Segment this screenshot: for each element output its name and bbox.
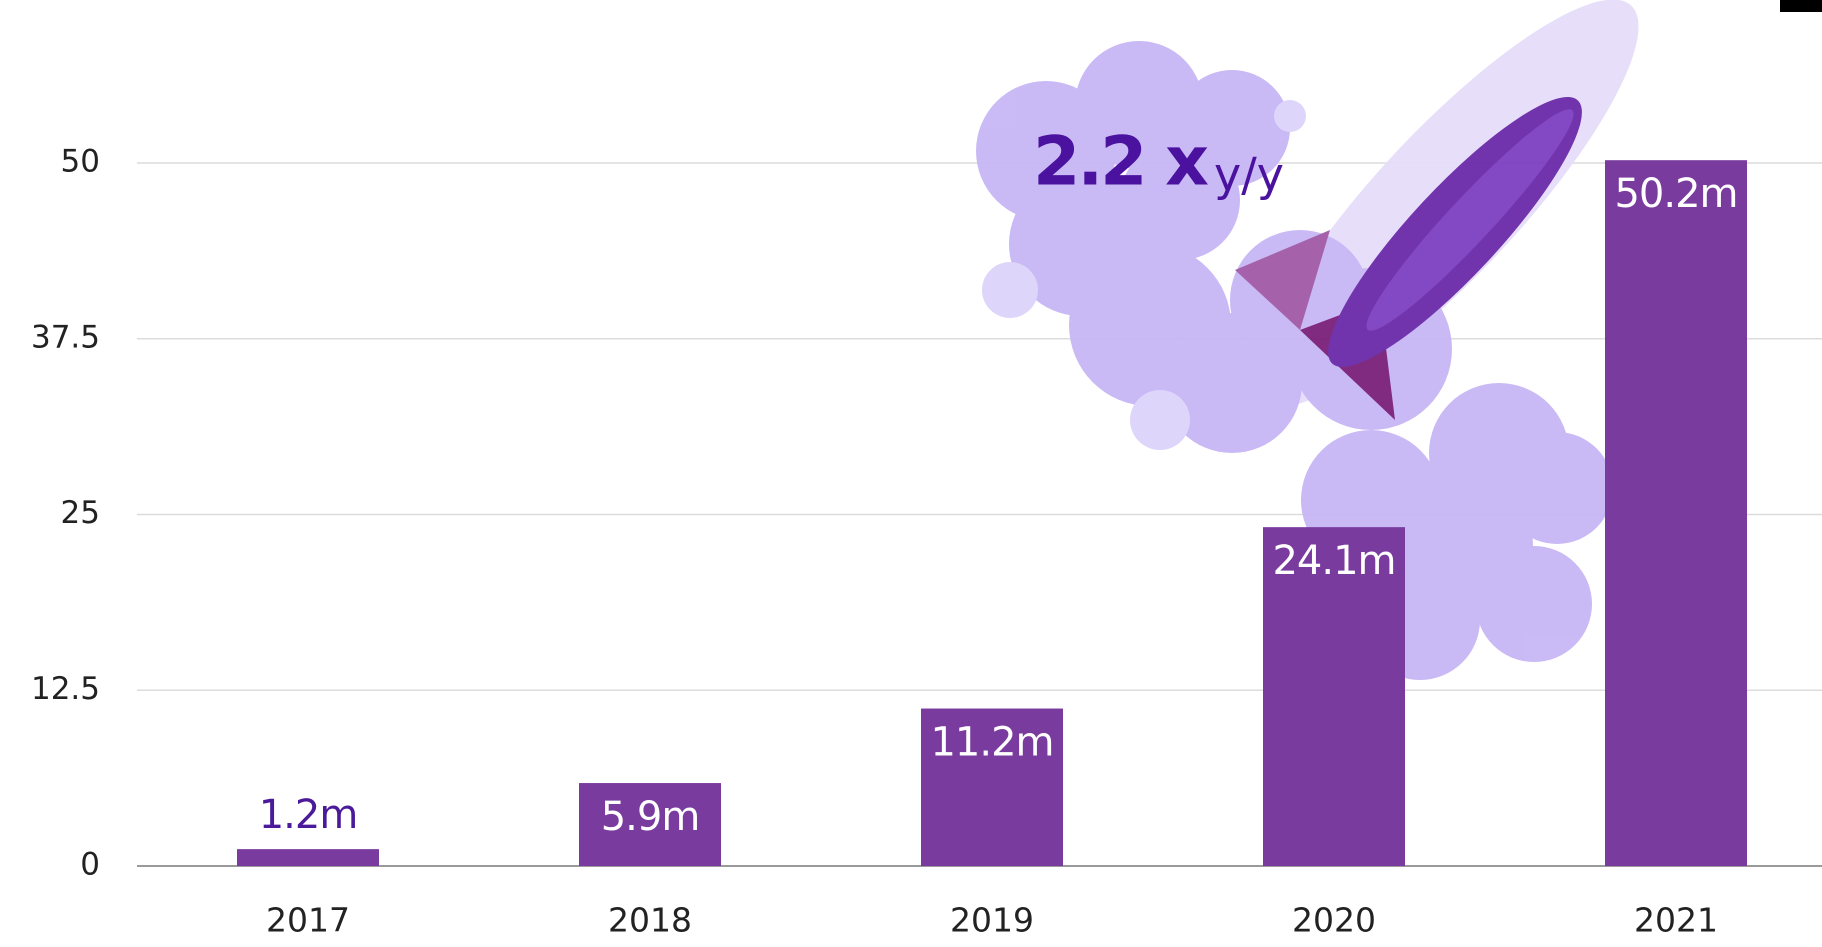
y-tick-label: 50	[61, 144, 100, 180]
y-tick-label: 12.5	[31, 671, 100, 707]
bar	[921, 708, 1063, 866]
annotation-unit: y/y	[1214, 148, 1284, 202]
value-label: 1.2m	[259, 792, 358, 838]
x-tick-label: 2018	[608, 901, 692, 940]
rocket-illustration	[976, 0, 1639, 680]
value-label: 50.2m	[1614, 171, 1737, 217]
annotation-multiplier: 2.2 x	[1033, 123, 1208, 202]
value-label: 24.1m	[1272, 538, 1395, 584]
bar	[1263, 527, 1405, 866]
y-tick-label: 25	[61, 495, 100, 531]
x-tick-label: 2017	[266, 901, 350, 940]
value-label: 5.9m	[601, 794, 700, 840]
x-tick-label: 2021	[1634, 901, 1718, 940]
value-label: 11.2m	[930, 720, 1053, 766]
y-tick-label: 37.5	[31, 319, 100, 355]
corner-block	[1780, 0, 1822, 12]
x-tick-label: 2020	[1292, 901, 1376, 940]
bar	[1605, 160, 1747, 867]
bar	[579, 783, 721, 866]
y-tick-label: 0	[80, 847, 100, 883]
x-tick-label: 2019	[950, 901, 1034, 940]
bar	[237, 849, 379, 866]
